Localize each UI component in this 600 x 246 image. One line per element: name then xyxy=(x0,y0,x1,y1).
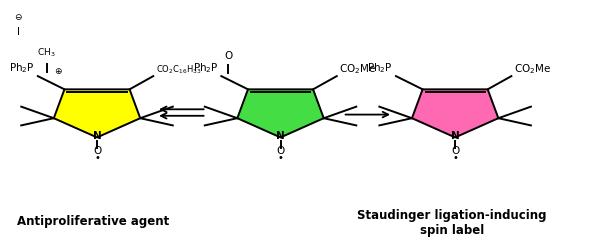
Text: •: • xyxy=(452,153,458,163)
Text: Ph$_2$P: Ph$_2$P xyxy=(193,62,218,75)
Text: N: N xyxy=(276,131,285,141)
Polygon shape xyxy=(238,89,324,138)
Text: CO$_2$Me: CO$_2$Me xyxy=(339,62,376,76)
Text: N: N xyxy=(451,131,460,141)
Text: CO$_2$Me: CO$_2$Me xyxy=(514,62,551,76)
Text: •: • xyxy=(94,153,100,163)
Text: I: I xyxy=(17,27,20,37)
Text: $\ominus$: $\ominus$ xyxy=(14,12,23,22)
Text: Staudinger ligation-inducing
spin label: Staudinger ligation-inducing spin label xyxy=(358,209,547,237)
Text: CH$_3$: CH$_3$ xyxy=(37,47,56,59)
Text: N: N xyxy=(92,131,101,141)
Polygon shape xyxy=(412,89,499,138)
Text: Antiproliferative agent: Antiproliferative agent xyxy=(17,215,169,228)
Text: O: O xyxy=(451,146,459,156)
Text: Ph$_2$P: Ph$_2$P xyxy=(367,62,393,75)
Text: Ph$_2$P: Ph$_2$P xyxy=(9,62,35,75)
Polygon shape xyxy=(54,89,140,138)
Text: •: • xyxy=(278,153,283,163)
Text: O: O xyxy=(93,146,101,156)
Text: CO$_2$C$_{16}$H$_{33}$: CO$_2$C$_{16}$H$_{33}$ xyxy=(155,63,201,76)
Text: $\oplus$: $\oplus$ xyxy=(53,66,62,76)
Text: O: O xyxy=(224,51,233,61)
Text: O: O xyxy=(277,146,284,156)
